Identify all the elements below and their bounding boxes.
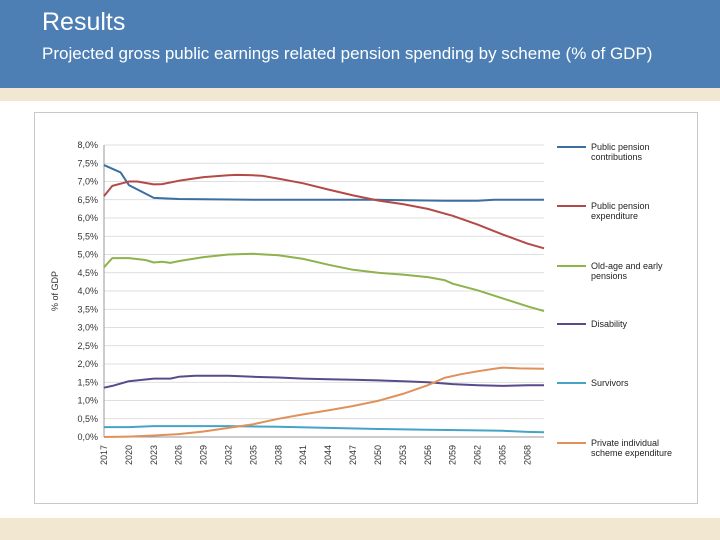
header-band xyxy=(0,88,720,101)
y-tick-label: 5,5% xyxy=(77,231,98,241)
x-tick-label: 2062 xyxy=(473,445,483,465)
series-line-5 xyxy=(103,366,545,438)
x-tick-label: 2026 xyxy=(174,445,184,465)
x-tick-label: 2041 xyxy=(298,445,308,465)
x-tick-label: 2065 xyxy=(497,445,507,465)
x-tick-label: 2020 xyxy=(124,445,134,465)
slide-title: Results xyxy=(42,8,126,36)
y-tick-label: 6,5% xyxy=(77,195,98,205)
y-tick-label: 8,0% xyxy=(77,140,98,150)
slide-subtitle: Projected gross public earnings related … xyxy=(42,44,653,63)
legend-label-0: Public pension xyxy=(591,142,650,152)
x-tick-label: 2023 xyxy=(149,445,159,465)
y-tick-label: 7,0% xyxy=(77,177,98,187)
series-line-1 xyxy=(103,173,545,250)
legend-label-1: Public pension xyxy=(591,201,650,211)
x-tick-label: 2035 xyxy=(248,445,258,465)
series-line-4 xyxy=(104,425,545,434)
chart-frame xyxy=(34,112,698,504)
series-line-3 xyxy=(103,374,544,389)
x-tick-label: 2017 xyxy=(99,445,109,465)
y-tick-label: 7,5% xyxy=(77,158,98,168)
x-tick-label: 2059 xyxy=(448,445,458,465)
footer-band xyxy=(0,518,720,540)
legend-label-0: contributions xyxy=(591,152,643,162)
x-tick-label: 2029 xyxy=(199,445,209,465)
x-tick-label: 2056 xyxy=(423,445,433,465)
y-tick-label: 6,0% xyxy=(77,213,98,223)
legend-label-1: expenditure xyxy=(591,211,638,221)
x-tick-label: 2044 xyxy=(323,445,333,465)
legend-label-3: Disability xyxy=(591,319,628,329)
y-axis-title: % of GDP xyxy=(50,271,60,311)
legend-label-2: pensions xyxy=(591,271,628,281)
x-tick-label: 2038 xyxy=(273,445,283,465)
y-tick-label: 3,0% xyxy=(77,323,98,333)
y-tick-label: 2,0% xyxy=(77,359,98,369)
y-tick-label: 1,5% xyxy=(77,377,98,387)
x-tick-label: 2047 xyxy=(348,445,358,465)
y-tick-label: 4,5% xyxy=(77,268,98,278)
y-tick-label: 4,0% xyxy=(77,286,98,296)
y-tick-label: 5,0% xyxy=(77,250,98,260)
x-tick-label: 2050 xyxy=(373,445,383,465)
y-tick-label: 1,0% xyxy=(77,396,98,406)
legend-label-5: scheme expenditure xyxy=(591,448,672,458)
x-tick-label: 2032 xyxy=(224,445,234,465)
slide-header: Results Projected gross public earnings … xyxy=(0,0,720,88)
series-line-0 xyxy=(103,164,544,202)
legend-label-4: Survivors xyxy=(591,378,629,388)
x-tick-label: 2053 xyxy=(398,445,408,465)
y-tick-label: 0,5% xyxy=(77,414,98,424)
legend-label-2: Old-age and early xyxy=(591,261,663,271)
series-line-2 xyxy=(103,252,545,313)
y-tick-label: 2,5% xyxy=(77,341,98,351)
y-tick-label: 0,0% xyxy=(77,432,98,442)
legend-label-5: Private individual xyxy=(591,438,659,448)
x-tick-label: 2068 xyxy=(522,445,532,465)
y-tick-label: 3,5% xyxy=(77,304,98,314)
